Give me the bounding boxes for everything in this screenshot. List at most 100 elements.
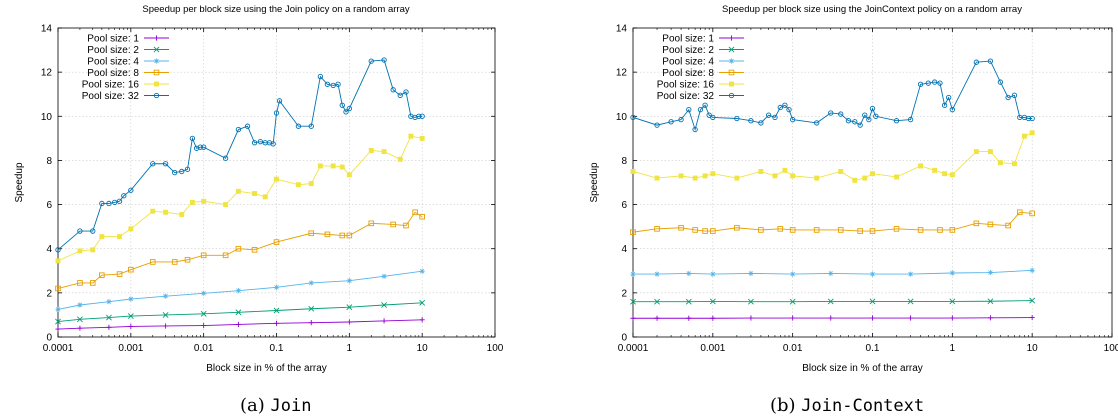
series-line bbox=[58, 303, 422, 322]
data-point bbox=[1012, 161, 1017, 166]
data-point bbox=[201, 291, 206, 296]
caption-b-prefix: (b) bbox=[770, 395, 801, 416]
legend-swatch-marker bbox=[729, 82, 734, 87]
data-point bbox=[381, 318, 386, 323]
legend-label: Pool size: 4 bbox=[87, 57, 139, 68]
data-point bbox=[90, 247, 95, 252]
legend-label: Pool size: 8 bbox=[662, 68, 714, 79]
x-tick-label: 100 bbox=[1104, 343, 1118, 354]
series-line bbox=[633, 301, 1032, 302]
data-point bbox=[274, 177, 279, 182]
x-tick-label: 0.001 bbox=[118, 343, 143, 354]
x-axis-label: Block size in % of the array bbox=[206, 363, 327, 374]
data-point bbox=[710, 271, 715, 276]
data-point bbox=[309, 280, 314, 285]
series-5 bbox=[631, 130, 1035, 182]
data-point bbox=[734, 176, 739, 181]
data-point bbox=[163, 294, 168, 299]
data-point bbox=[894, 175, 899, 180]
y-tick-label: 14 bbox=[41, 24, 53, 35]
data-point bbox=[870, 271, 875, 276]
legend-swatch-marker bbox=[154, 82, 159, 87]
data-point bbox=[772, 173, 777, 178]
data-point bbox=[758, 169, 763, 174]
data-point bbox=[918, 163, 923, 168]
y-tick-label: 0 bbox=[46, 333, 52, 344]
data-point bbox=[655, 176, 660, 181]
data-point bbox=[710, 171, 715, 176]
data-point bbox=[1030, 130, 1035, 135]
data-point bbox=[223, 202, 228, 207]
chart-title: Speedup per block size using the Join po… bbox=[142, 4, 409, 15]
data-point bbox=[77, 302, 82, 307]
data-point bbox=[318, 163, 323, 168]
series-line bbox=[58, 136, 422, 261]
x-tick-label: 1 bbox=[347, 343, 353, 354]
data-point bbox=[236, 189, 241, 194]
x-tick-label: 0.01 bbox=[194, 343, 214, 354]
data-point bbox=[1030, 315, 1035, 320]
series-4 bbox=[631, 210, 1035, 235]
legend-swatch-marker bbox=[729, 58, 734, 63]
data-point bbox=[908, 271, 913, 276]
legend-label: Pool size: 2 bbox=[662, 45, 714, 56]
data-point bbox=[201, 323, 206, 328]
chart-title: Speedup per block size using the JoinCon… bbox=[722, 4, 1022, 15]
data-point bbox=[128, 296, 133, 301]
legend-label: Pool size: 1 bbox=[662, 34, 714, 45]
data-point bbox=[55, 326, 60, 331]
y-tick-label: 4 bbox=[621, 244, 627, 255]
y-tick-label: 12 bbox=[616, 68, 628, 79]
data-point bbox=[263, 194, 268, 199]
data-point bbox=[838, 169, 843, 174]
data-point bbox=[679, 173, 684, 178]
data-point bbox=[686, 316, 691, 321]
x-axis-label: Block size in % of the array bbox=[802, 363, 923, 374]
x-tick-label: 0.01 bbox=[783, 343, 803, 354]
y-tick-label: 10 bbox=[616, 112, 628, 123]
data-point bbox=[630, 316, 635, 321]
x-tick-label: 0.0001 bbox=[43, 343, 74, 354]
series-2 bbox=[630, 298, 1034, 304]
data-point bbox=[862, 176, 867, 181]
data-point bbox=[988, 315, 993, 320]
data-point bbox=[163, 323, 168, 328]
x-tick-label: 100 bbox=[487, 343, 504, 354]
data-point bbox=[950, 172, 955, 177]
data-point bbox=[748, 315, 753, 320]
x-tick-label: 1 bbox=[950, 343, 956, 354]
data-point bbox=[128, 226, 133, 231]
data-point bbox=[163, 210, 168, 215]
data-point bbox=[870, 171, 875, 176]
data-point bbox=[1030, 268, 1035, 273]
series-line bbox=[58, 212, 422, 288]
data-point bbox=[998, 160, 1003, 165]
data-point bbox=[870, 315, 875, 320]
data-point bbox=[117, 234, 122, 239]
data-point bbox=[782, 168, 787, 173]
data-point bbox=[99, 234, 104, 239]
data-point bbox=[77, 248, 82, 253]
legend-label: Pool size: 1 bbox=[87, 34, 139, 45]
data-point bbox=[340, 165, 345, 170]
data-point bbox=[236, 322, 241, 327]
series-3 bbox=[630, 268, 1034, 277]
data-point bbox=[420, 136, 425, 141]
legend-swatch-marker bbox=[154, 58, 159, 63]
caption-a: (a) Join bbox=[240, 395, 311, 416]
data-point bbox=[790, 315, 795, 320]
data-point bbox=[814, 176, 819, 181]
data-point bbox=[908, 315, 913, 320]
caption-b-name: Join-Context bbox=[801, 396, 924, 416]
legend-swatch-marker bbox=[729, 35, 734, 40]
data-point bbox=[630, 271, 635, 276]
series-5 bbox=[56, 134, 425, 264]
x-tick-label: 10 bbox=[417, 343, 429, 354]
data-point bbox=[654, 316, 659, 321]
data-point bbox=[201, 199, 206, 204]
data-point bbox=[190, 200, 195, 205]
series-2 bbox=[55, 300, 424, 324]
data-point bbox=[106, 299, 111, 304]
data-point bbox=[77, 326, 82, 331]
x-tick-label: 0.0001 bbox=[618, 343, 649, 354]
